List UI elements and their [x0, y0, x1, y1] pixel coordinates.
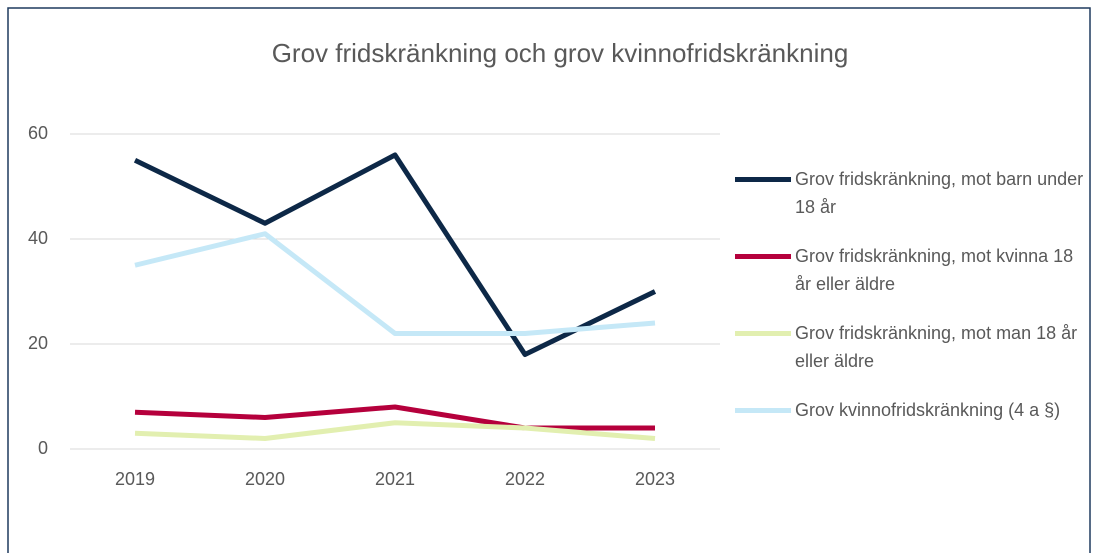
legend-item: Grov fridskränkning, mot man 18 år eller…	[735, 314, 1077, 391]
series-line	[134, 231, 656, 336]
y-tick-label: 40	[28, 228, 48, 248]
legend-label: Grov fridskränkning, mot barn under 18 å…	[795, 169, 1084, 217]
legend-swatch	[735, 254, 791, 259]
legend-item: Grov kvinnofridskränkning (4 a §)	[735, 391, 1075, 468]
legend-label: Grov fridskränkning, mot kvinna 18 år el…	[795, 246, 1074, 294]
legend-item: Grov fridskränkning, mot barn under 18 å…	[735, 160, 1083, 237]
x-tick-label: 2022	[505, 469, 545, 489]
legend-swatch	[735, 331, 791, 336]
y-tick-label: 60	[28, 123, 48, 143]
legend-swatch	[735, 408, 791, 413]
y-tick-label: 20	[28, 333, 48, 353]
frame	[7, 7, 1091, 553]
legend-item: Grov fridskränkning, mot kvinna 18 år el…	[735, 237, 1075, 314]
x-tick-label: 2019	[115, 469, 155, 489]
series-line	[133, 152, 657, 357]
legend: Grov fridskränkning, mot barn under 18 å…	[735, 160, 1083, 468]
legend-label: Grov fridskränkning, mot man 18 år eller…	[795, 323, 1078, 371]
series-line	[134, 420, 656, 441]
x-tick-label: 2023	[635, 469, 675, 489]
series-line	[134, 404, 655, 431]
x-tick-label: 2020	[245, 469, 285, 489]
legend-label: Grov kvinnofridskränkning (4 a §)	[795, 400, 1061, 420]
chart-title: Grov fridskränkning och grov kvinnofrids…	[272, 38, 849, 68]
legend-swatch	[735, 177, 791, 182]
x-tick-label: 2021	[375, 469, 415, 489]
y-tick-label: 0	[38, 438, 48, 458]
